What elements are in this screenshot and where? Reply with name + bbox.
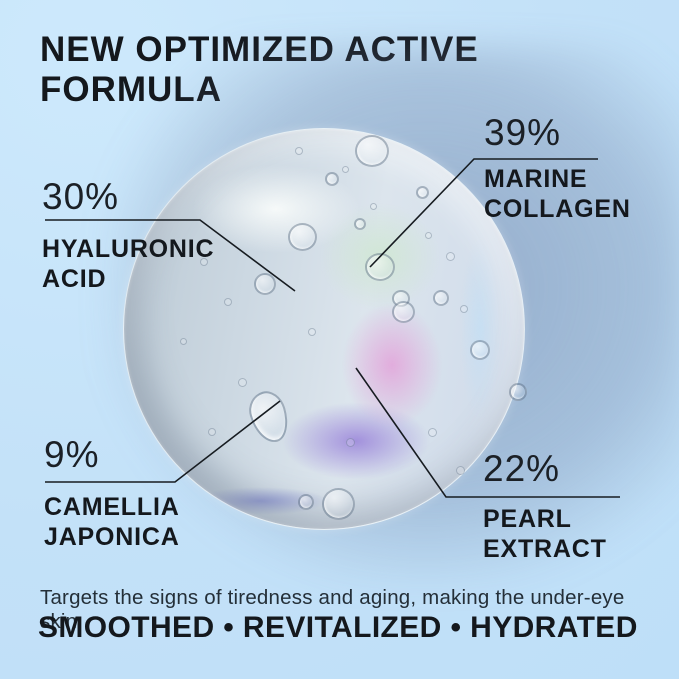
percent-value: 39%: [484, 112, 562, 153]
bubble: [342, 166, 349, 173]
bubble: [298, 494, 314, 510]
bubble: [392, 301, 415, 323]
ingredient-name: HYALURONIC ACID: [42, 235, 215, 293]
bubble: [446, 252, 455, 261]
bubble: [460, 305, 468, 313]
bubble: [322, 488, 355, 520]
ingredient-name: MARINE COLLAGEN: [484, 165, 631, 223]
bubble: [365, 253, 395, 281]
percent-value: 22%: [483, 448, 561, 489]
percent-value: 30%: [42, 176, 120, 217]
bubble: [433, 290, 449, 306]
callout-pearl-extract: 22% PEARL EXTRACT: [483, 448, 607, 564]
bubble: [346, 438, 355, 447]
bubble: [509, 383, 527, 401]
bubble: [288, 223, 317, 251]
bubble: [295, 147, 303, 155]
bubble: [238, 378, 247, 387]
percent-value: 9%: [44, 434, 100, 475]
bubble: [308, 328, 316, 336]
bubble: [254, 273, 276, 295]
bubble: [456, 466, 465, 475]
callout-hyaluronic-acid: 30% HYALURONIC ACID: [42, 176, 214, 294]
bubble: [470, 340, 490, 360]
footer-benefits: SMOOTHED • REVITALIZED • HYDRATED: [38, 611, 638, 644]
footer-tagline: Targets the signs of tiredness and aging…: [40, 586, 625, 633]
bubble: [354, 218, 366, 230]
bubble: [208, 428, 216, 436]
bubble: [355, 135, 389, 167]
bubble: [428, 428, 437, 437]
ingredient-name: PEARL EXTRACT: [483, 505, 607, 563]
callout-marine-collagen: 39% MARINE COLLAGEN: [484, 112, 631, 224]
bubble: [325, 172, 339, 186]
bubble: [416, 186, 429, 199]
bubble: [224, 298, 232, 306]
bubble: [180, 338, 187, 345]
callout-camellia-japonica: 9% CAMELLIA JAPONICA: [44, 434, 180, 552]
bubble: [425, 232, 432, 239]
ingredient-name: CAMELLIA JAPONICA: [44, 493, 180, 551]
bubble: [370, 203, 377, 210]
